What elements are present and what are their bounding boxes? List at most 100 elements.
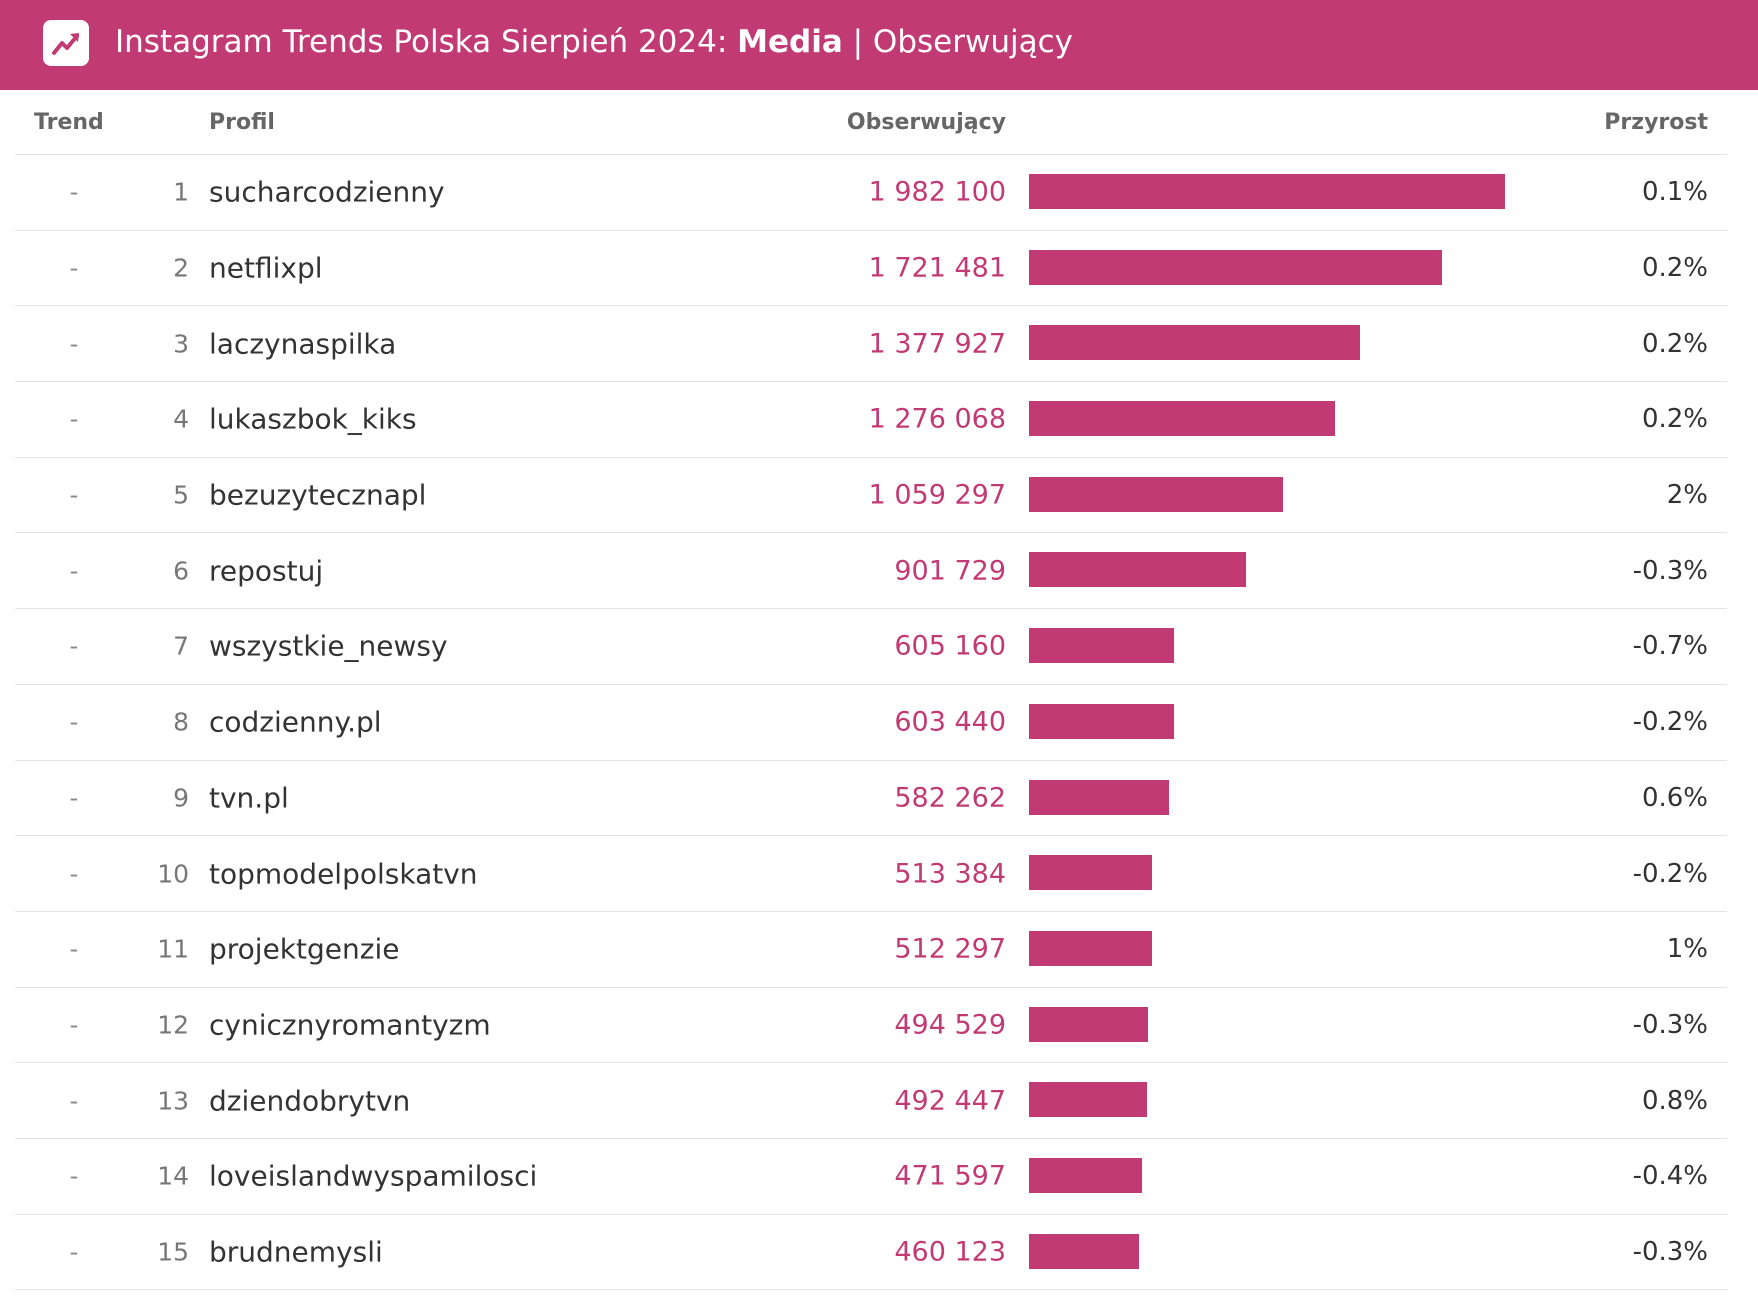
- profile-name: laczynaspilka: [209, 327, 397, 361]
- profile-name: bezuzytecznapl: [209, 478, 427, 512]
- followers-count: 603 440: [894, 706, 1006, 738]
- trend-indicator: -: [69, 1086, 79, 1115]
- growth-value: -0.7%: [1632, 631, 1708, 662]
- trend-indicator: -: [69, 481, 79, 510]
- column-header-profile[interactable]: Profil: [209, 110, 275, 135]
- profile-name: sucharcodzienny: [209, 175, 445, 209]
- table-row[interactable]: - 7 wszystkie_newsy 605 160 -0.7%: [15, 609, 1727, 685]
- profile-name: dziendobrytvn: [209, 1084, 411, 1118]
- trend-indicator: -: [69, 178, 79, 207]
- profile-name: wszystkie_newsy: [209, 629, 448, 663]
- table-row[interactable]: - 4 lukaszbok_kiks 1 276 068 0.2%: [15, 382, 1727, 458]
- followers-count: 471 597: [894, 1160, 1006, 1192]
- growth-value: 0.2%: [1641, 404, 1708, 435]
- trend-indicator: -: [69, 859, 79, 888]
- trending-up-icon: [43, 20, 89, 66]
- rank-number: 12: [157, 1010, 189, 1040]
- followers-bar: [1029, 174, 1505, 209]
- growth-value: 2%: [1666, 480, 1708, 511]
- trend-indicator: -: [69, 935, 79, 964]
- rank-number: 9: [173, 783, 189, 813]
- table-row[interactable]: - 11 projektgenzie 512 297 1%: [15, 912, 1727, 988]
- trend-indicator: -: [69, 254, 79, 283]
- followers-bar: [1029, 249, 1443, 285]
- followers-bar: [1029, 628, 1175, 664]
- column-header-trend[interactable]: Trend: [34, 110, 104, 135]
- followers-bar: [1029, 703, 1174, 739]
- rank-number: 6: [173, 556, 189, 586]
- column-header-followers[interactable]: Obserwujący: [846, 110, 1006, 135]
- followers-count: 1 276 068: [868, 403, 1006, 435]
- trend-indicator: -: [69, 329, 79, 358]
- profile-name: repostuj: [209, 554, 324, 588]
- profile-name: projektgenzie: [209, 932, 400, 966]
- followers-bar: [1029, 552, 1246, 588]
- followers-count: 1 059 297: [868, 479, 1006, 511]
- followers-count: 1 982 100: [868, 176, 1006, 208]
- followers-count: 1 721 481: [868, 252, 1006, 284]
- growth-value: -0.2%: [1632, 858, 1708, 889]
- profile-name: brudnemysli: [209, 1235, 383, 1269]
- profile-name: codzienny.pl: [209, 705, 382, 739]
- profile-name: netflixpl: [209, 251, 323, 285]
- rank-number: 11: [157, 934, 189, 964]
- trend-indicator: -: [69, 632, 79, 661]
- rank-number: 15: [157, 1237, 189, 1267]
- rank-number: 5: [173, 480, 189, 510]
- table-row[interactable]: - 13 dziendobrytvn 492 447 0.8%: [15, 1063, 1727, 1139]
- table-row[interactable]: - 9 tvn.pl 582 262 0.6%: [15, 761, 1727, 837]
- table-row[interactable]: - 1 sucharcodzienny 1 982 100 0.1%: [15, 155, 1727, 231]
- profile-name: cynicznyromantyzm: [209, 1008, 491, 1042]
- growth-value: 1%: [1666, 934, 1708, 965]
- table-row[interactable]: - 10 topmodelpolskatvn 513 384 -0.2%: [15, 836, 1727, 912]
- growth-value: -0.4%: [1632, 1161, 1708, 1192]
- trend-indicator: -: [69, 405, 79, 434]
- rank-number: 8: [173, 707, 189, 737]
- trend-indicator: -: [69, 1010, 79, 1039]
- table-body: - 1 sucharcodzienny 1 982 100 0.1% - 2 netflixp…: [15, 155, 1727, 1291]
- growth-value: 0.6%: [1641, 782, 1708, 813]
- followers-count: 901 729: [894, 555, 1006, 587]
- followers-count: 512 297: [894, 933, 1006, 965]
- growth-value: -0.3%: [1632, 555, 1708, 586]
- rank-number: 2: [173, 253, 189, 283]
- trend-indicator: -: [69, 708, 79, 737]
- growth-value: -0.2%: [1632, 707, 1708, 738]
- table-row[interactable]: - 8 codzienny.pl 603 440 -0.2%: [15, 685, 1727, 761]
- rank-number: 13: [157, 1086, 189, 1116]
- header-bar: Instagram Trends Polska Sierpień 2024: M…: [0, 0, 1758, 90]
- followers-bar: [1029, 930, 1153, 966]
- followers-bar: [1029, 1233, 1140, 1269]
- rank-number: 1: [173, 177, 189, 207]
- followers-bar: [1029, 1157, 1143, 1193]
- table-row[interactable]: - 6 repostuj 901 729 -0.3%: [15, 533, 1727, 610]
- followers-count: 605 160: [894, 630, 1006, 662]
- followers-count: 513 384: [894, 858, 1006, 890]
- followers-bar: [1029, 1006, 1148, 1042]
- profile-name: tvn.pl: [209, 781, 289, 815]
- table-row[interactable]: - 12 cynicznyromantyzm 494 529 -0.3%: [15, 988, 1727, 1064]
- followers-bar: [1029, 855, 1153, 891]
- rank-number: 3: [173, 329, 189, 359]
- rank-number: 10: [157, 859, 189, 889]
- growth-value: 0.8%: [1641, 1085, 1708, 1116]
- table-row[interactable]: - 15 brudnemysli 460 123 -0.3%: [15, 1215, 1727, 1291]
- followers-count: 494 529: [894, 1009, 1006, 1041]
- title-category: Media: [737, 24, 843, 60]
- trend-indicator: -: [69, 556, 79, 585]
- rank-number: 4: [173, 404, 189, 434]
- growth-value: -0.3%: [1632, 1236, 1708, 1267]
- rank-number: 7: [173, 631, 189, 661]
- trend-indicator: -: [69, 783, 79, 812]
- followers-bar: [1029, 779, 1169, 815]
- title-metric: | Obserwujący: [842, 24, 1073, 60]
- trend-indicator: -: [69, 1237, 79, 1266]
- table-row[interactable]: - 3 laczynaspilka 1 377 927 0.2%: [15, 306, 1727, 383]
- table-row[interactable]: - 14 loveislandwyspamilosci 471 597 -0.4%: [15, 1139, 1727, 1215]
- table-row[interactable]: - 5 bezuzytecznapl 1 059 297 2%: [15, 458, 1727, 534]
- table-row[interactable]: - 2 netflixpl 1 721 481 0.2%: [15, 231, 1727, 307]
- growth-value: 0.2%: [1641, 328, 1708, 359]
- growth-value: 0.1%: [1641, 177, 1708, 208]
- column-header-growth[interactable]: Przyrost: [1604, 110, 1708, 135]
- followers-count: 1 377 927: [868, 328, 1006, 360]
